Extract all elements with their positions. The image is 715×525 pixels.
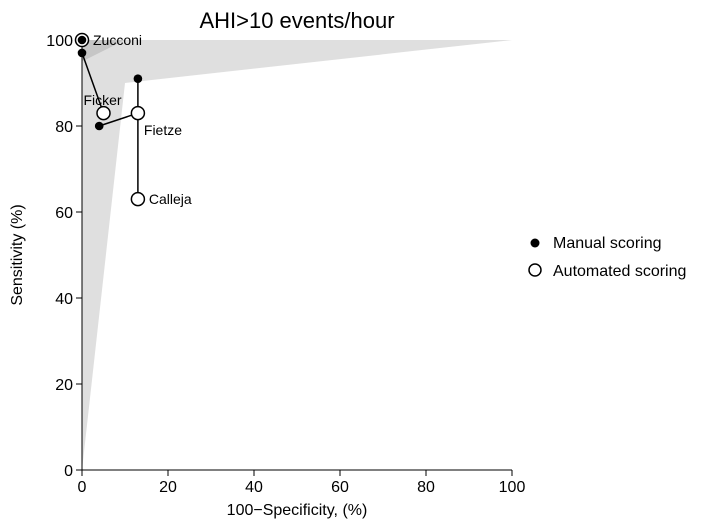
y-tick-label: 40 xyxy=(55,291,73,308)
study-label-ficker: Ficker xyxy=(83,92,121,108)
study-label-calleja: Calleja xyxy=(149,191,192,207)
x-axis-label: 100−Specificity, (%) xyxy=(227,502,368,519)
legend-automated-label: Automated scoring xyxy=(553,263,686,280)
y-tick-label: 60 xyxy=(55,205,73,222)
x-tick-label: 0 xyxy=(78,479,87,496)
confidence-region-manual xyxy=(82,40,125,62)
study-labels: Zucconi Ficker Fietze Calleja xyxy=(83,32,191,207)
x-tick-label: 80 xyxy=(417,479,435,496)
legend-manual-marker xyxy=(530,238,540,248)
study-label-zucconi: Zucconi xyxy=(93,32,142,48)
axes xyxy=(81,40,512,471)
legend: Manual scoring Automated scoring xyxy=(528,235,686,280)
manual-point-zucconi xyxy=(77,35,87,45)
connector-ficker xyxy=(81,52,105,114)
x-tick-label: 20 xyxy=(159,479,177,496)
legend-manual-label: Manual scoring xyxy=(553,235,662,252)
automated-point-ficker xyxy=(96,105,111,121)
x-tick-label: 100 xyxy=(499,479,526,496)
chart-title: AHI>10 events/hour xyxy=(199,8,394,33)
study-label-fietze: Fietze xyxy=(144,122,182,138)
x-ticks: 0 20 40 60 80 100 xyxy=(78,470,526,496)
x-tick-label: 60 xyxy=(331,479,349,496)
data-markers xyxy=(74,32,146,207)
confidence-regions xyxy=(82,40,512,470)
y-tick-label: 20 xyxy=(55,377,73,394)
x-tick-label: 40 xyxy=(245,479,263,496)
manual-point-fietze xyxy=(94,121,104,131)
y-tick-label: 80 xyxy=(55,119,73,136)
manual-point-ficker xyxy=(77,48,87,58)
confidence-region-automated xyxy=(82,40,512,470)
y-ticks: 0 20 40 60 80 100 xyxy=(46,33,82,480)
manual-point-calleja xyxy=(133,74,143,83)
y-axis-label: Sensitivity (%) xyxy=(9,204,26,305)
y-tick-label: 100 xyxy=(46,33,73,50)
legend-automated-marker xyxy=(528,263,542,277)
y-tick-label: 0 xyxy=(64,463,73,480)
automated-point-calleja xyxy=(130,191,146,207)
automated-point-fietze xyxy=(130,105,146,121)
